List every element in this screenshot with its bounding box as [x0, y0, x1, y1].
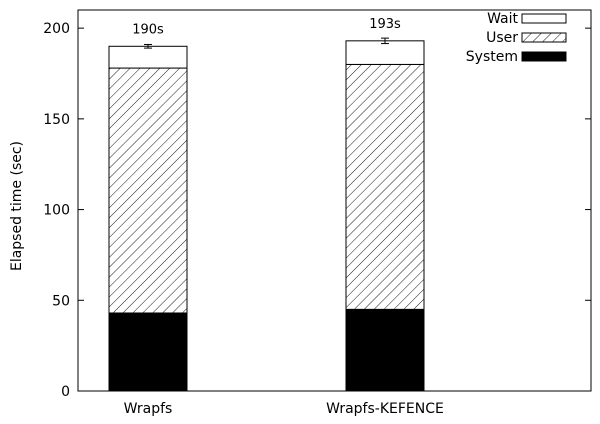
legend-label: System [466, 49, 518, 65]
total-label: 193s [369, 17, 401, 32]
legend-label: User [486, 30, 518, 46]
y-axis-label: Elapsed time (sec) [9, 141, 25, 271]
x-tick-label: Wrapfs-KEFENCE [326, 401, 444, 417]
x-tick-label: Wrapfs [124, 401, 173, 417]
tick-labels: 0 50 100 150 200 190s Wrapfs 193s Wrapfs-KEFENCE [43, 17, 444, 417]
y-tick-label: 150 [43, 112, 70, 128]
legend-swatch [521, 13, 567, 24]
legend-swatch [521, 32, 567, 43]
y-tick-label: 50 [52, 293, 70, 309]
y-tick-label: 0 [61, 384, 70, 400]
total-label: 190s [132, 22, 164, 37]
bar-segment-wait [345, 40, 425, 65]
bar-segment-wait [108, 45, 188, 69]
bars [108, 37, 425, 392]
legend-label: Wait [487, 11, 518, 27]
bar-segment-user [108, 67, 188, 314]
bar-segment-system [345, 308, 425, 392]
y-tick-label: 200 [43, 21, 70, 37]
plot-frame [77, 9, 592, 392]
legend: Wait User System [466, 11, 567, 65]
y-tick-label: 100 [43, 203, 70, 219]
legend-swatch [521, 51, 567, 62]
bar-segment-system [108, 312, 188, 392]
bar-segment-user [345, 63, 425, 310]
